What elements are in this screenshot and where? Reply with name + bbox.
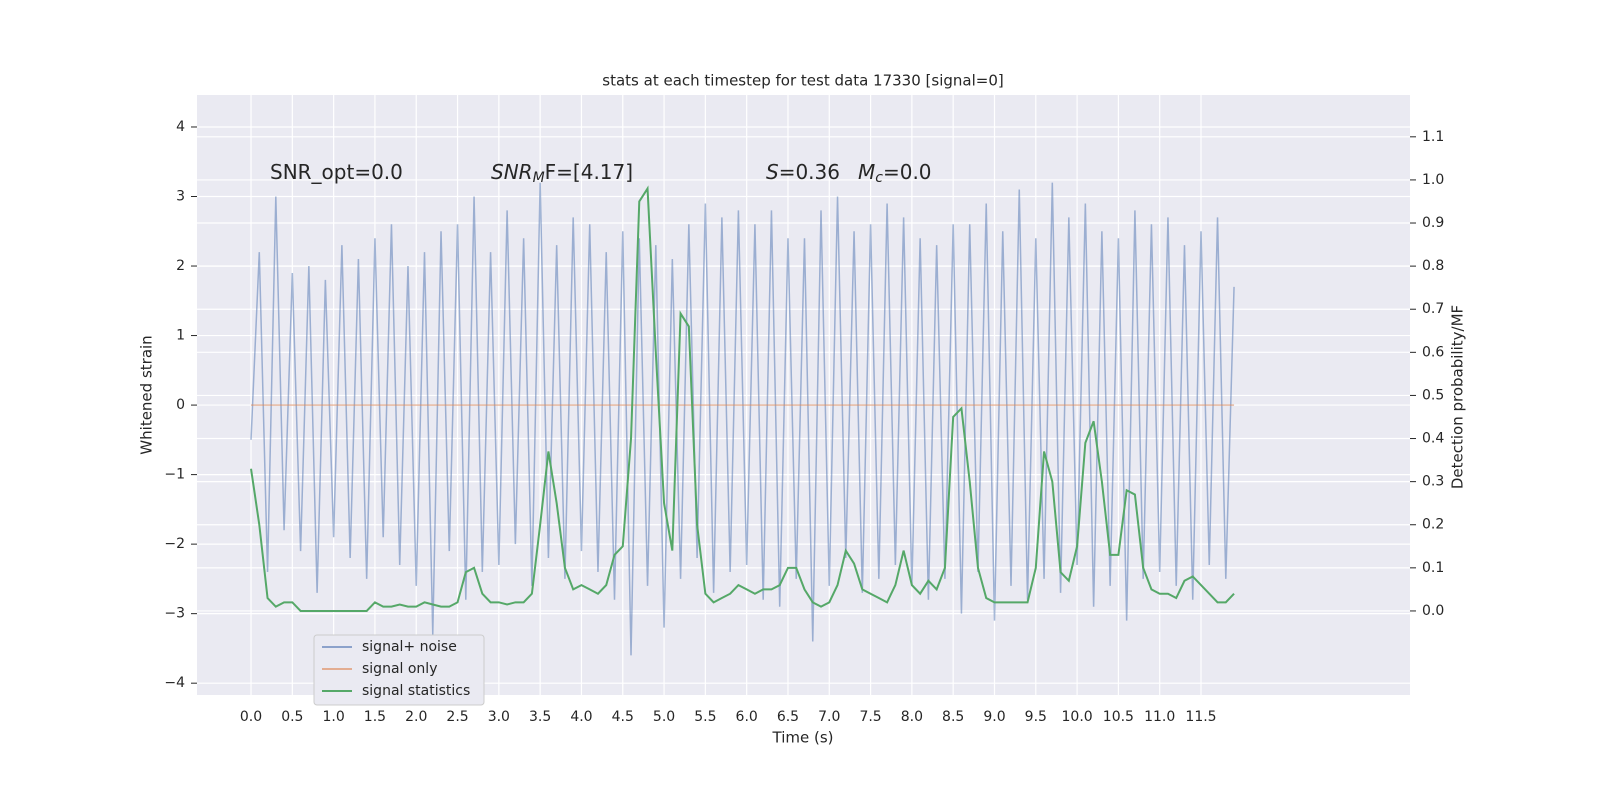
x-tick-label: 8.0 (901, 709, 923, 725)
annotation-text: F=[4.17] (545, 160, 633, 184)
y2-tick-label: 0.5 (1422, 387, 1444, 403)
y2-tick-label: 0.9 (1422, 215, 1444, 231)
chart-title: stats at each timestep for test data 173… (602, 72, 1003, 90)
x-tick-label: 11.0 (1144, 709, 1175, 725)
x-tick-label: 4.5 (612, 709, 634, 725)
annotation: Mc=0.0 (858, 160, 932, 187)
x-tick-label: 10.5 (1103, 709, 1134, 725)
y2-tick-label: 0.2 (1422, 517, 1444, 533)
x-tick-label: 0.0 (240, 709, 262, 725)
y2-tick-label: 0.0 (1422, 603, 1444, 619)
x-tick-label: 8.5 (942, 709, 964, 725)
y-tick-label: −1 (164, 467, 185, 483)
annotation-text: SNR (491, 160, 533, 184)
x-tick-label: 6.5 (777, 709, 799, 725)
annotation-text: SNR_opt=0.0 (270, 160, 403, 184)
legend-label: signal only (362, 661, 437, 677)
y-tick-label: 2 (176, 258, 185, 274)
y2-tick-label: 1.1 (1422, 129, 1444, 145)
annotation: S=0.36 (766, 160, 840, 184)
x-tick-label: 9.5 (1025, 709, 1047, 725)
x-tick-label: 4.0 (570, 709, 592, 725)
y2-axis-label: Detection probability/MF (1449, 305, 1467, 489)
y2-tick-label: 0.4 (1422, 431, 1444, 447)
x-tick-label: 1.0 (322, 709, 344, 725)
x-tick-label: 3.0 (488, 709, 510, 725)
x-tick-label: 1.5 (364, 709, 386, 725)
annotation-text: S (766, 160, 779, 184)
y-tick-label: −4 (164, 675, 185, 691)
y-tick-label: 3 (176, 189, 185, 205)
y2-tick-label: 0.6 (1422, 344, 1444, 360)
y2-tick-label: 0.7 (1422, 301, 1444, 317)
x-tick-label: 6.0 (736, 709, 758, 725)
annotation-text: =0.36 (779, 160, 840, 184)
marks (250, 182, 1235, 656)
x-tick-label: 7.0 (818, 709, 840, 725)
y-tick-label: 1 (176, 328, 185, 344)
x-tick-label: 10.0 (1062, 709, 1093, 725)
series-line (250, 182, 1235, 656)
annotation-subscript: c (875, 170, 883, 186)
annotation: SNRMF=[4.17] (491, 160, 633, 187)
y2-tick-label: 1.0 (1422, 172, 1444, 188)
y-tick-label: 4 (176, 119, 185, 135)
annotation-subscript: M (533, 170, 545, 186)
legend: signal+ noise signal only signal statistic… (313, 634, 485, 706)
y2-tick-label: 0.1 (1422, 560, 1444, 576)
series-line (250, 185, 1235, 612)
legend-label: signal statistics (362, 683, 470, 699)
x-tick-label: 9.0 (983, 709, 1005, 725)
x-tick-label: 11.5 (1185, 709, 1216, 725)
x-tick-label: 5.5 (694, 709, 716, 725)
x-axis-label: Time (s) (772, 729, 834, 747)
y-axis-label: Whitened strain (138, 335, 156, 454)
x-tick-label: 0.5 (281, 709, 303, 725)
x-tick-label: 2.0 (405, 709, 427, 725)
annotation-text: =0.0 (883, 160, 932, 184)
legend-label: signal+ noise (362, 639, 457, 655)
legend-box (313, 634, 485, 706)
x-tick-label: 3.5 (529, 709, 551, 725)
annotation: SNR_opt=0.0 (270, 160, 403, 184)
y-tick-label: 0 (176, 397, 185, 413)
y2-tick-label: 0.8 (1422, 258, 1444, 274)
x-tick-label: 2.5 (446, 709, 468, 725)
y-tick-label: −2 (164, 536, 185, 552)
x-tick-label: 7.5 (859, 709, 881, 725)
x-tick-label: 5.0 (653, 709, 675, 725)
y-tick-label: −3 (164, 606, 185, 622)
y2-tick-label: 0.3 (1422, 474, 1444, 490)
annotation-text: M (858, 160, 875, 184)
